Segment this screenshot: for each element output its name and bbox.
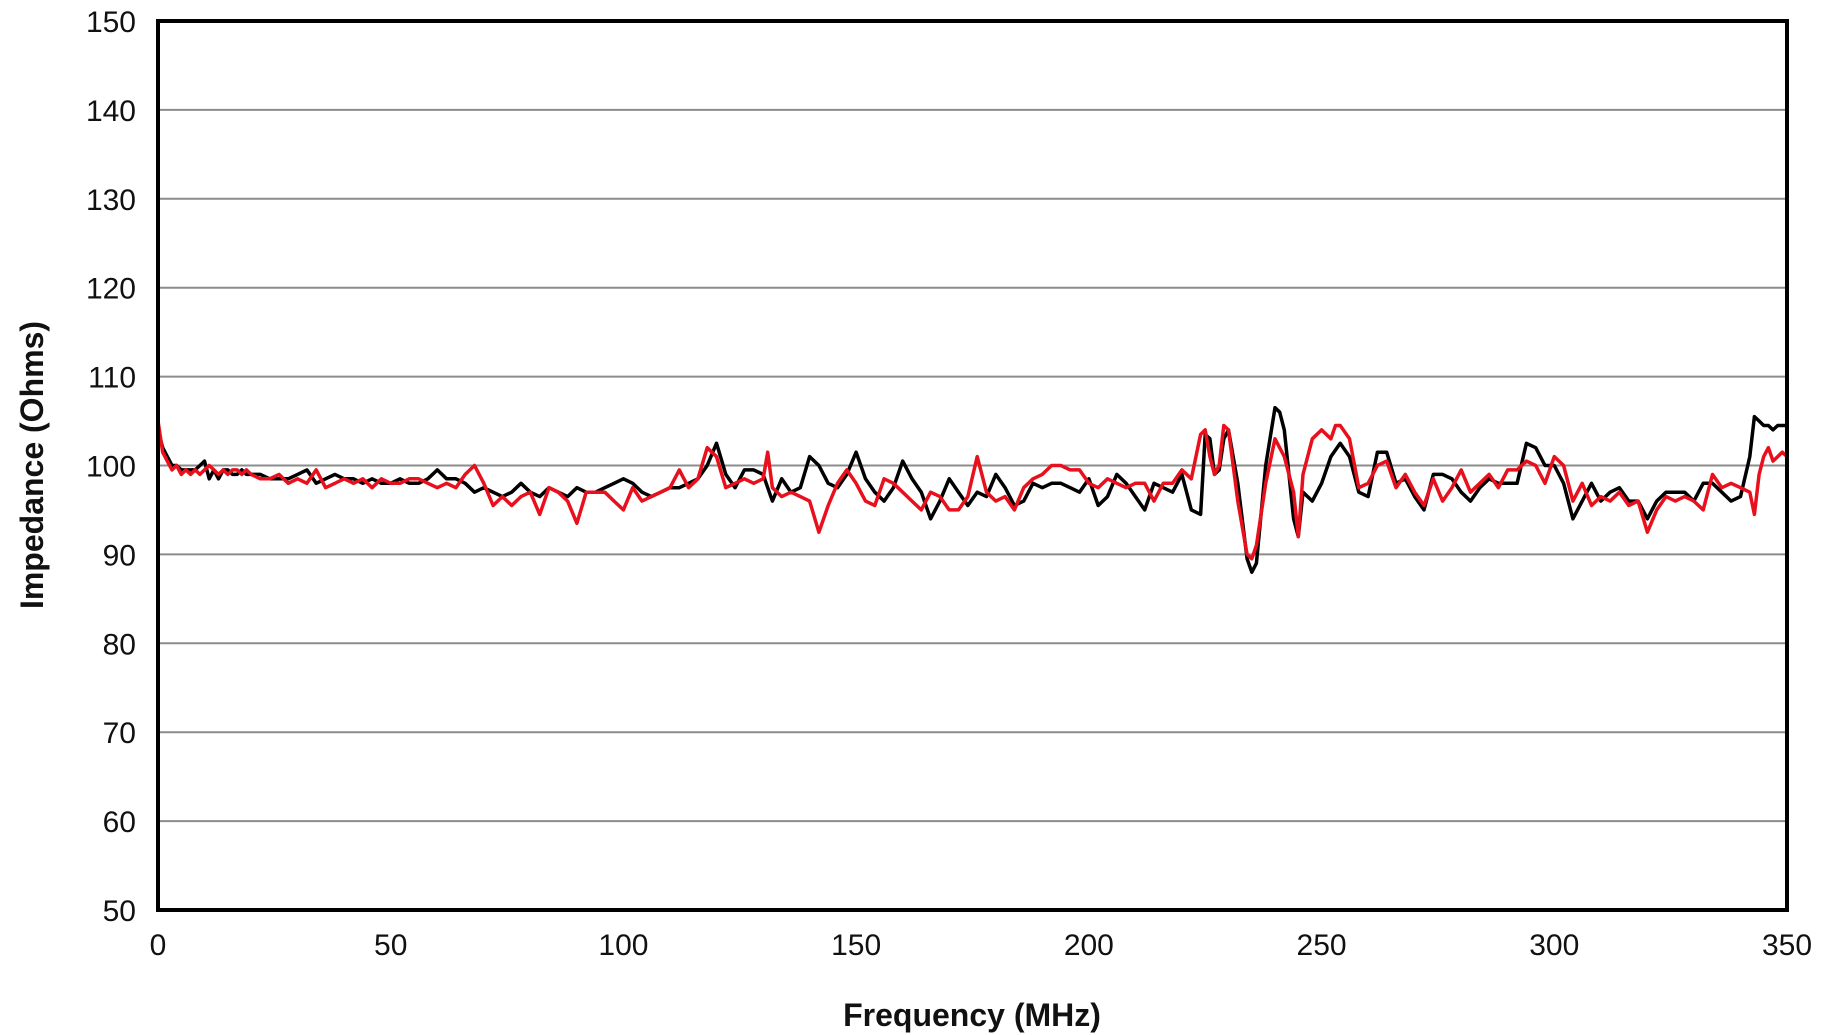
gridlines — [158, 108, 1787, 823]
y-tick-label: 80 — [103, 628, 136, 661]
x-tick-label: 200 — [1064, 929, 1114, 962]
y-tick-label: 140 — [86, 95, 136, 128]
x-tick-label: 250 — [1297, 929, 1347, 962]
y-tick-label: 70 — [103, 717, 136, 750]
x-axis-ticks: 0 50 100 150 200 250 300 350 — [150, 929, 1812, 962]
y-tick-label: 150 — [86, 6, 136, 39]
plot-area-frame — [156, 19, 1789, 912]
y-tick-label: 120 — [86, 273, 136, 306]
x-tick-label: 150 — [831, 929, 881, 962]
y-tick-label: 90 — [103, 539, 136, 572]
series-line-red — [156, 419, 1789, 561]
y-tick-label: 50 — [103, 895, 136, 928]
x-tick-label: 350 — [1762, 929, 1812, 962]
x-tick-label: 300 — [1529, 929, 1579, 962]
y-axis-title: Impedance (Ohms) — [14, 321, 50, 609]
x-tick-label: 0 — [150, 929, 167, 962]
y-tick-label: 60 — [103, 806, 136, 839]
x-tick-label: 100 — [598, 929, 648, 962]
x-axis-title: Frequency (MHz) — [843, 997, 1101, 1033]
y-tick-label: 110 — [88, 362, 136, 395]
x-tick-label: 50 — [374, 929, 407, 962]
series-layer — [156, 405, 1789, 574]
y-axis-ticks: 50 60 70 80 90 100 110 120 130 140 150 — [86, 6, 136, 928]
y-tick-label: 100 — [86, 451, 136, 484]
y-tick-label: 130 — [86, 184, 136, 217]
